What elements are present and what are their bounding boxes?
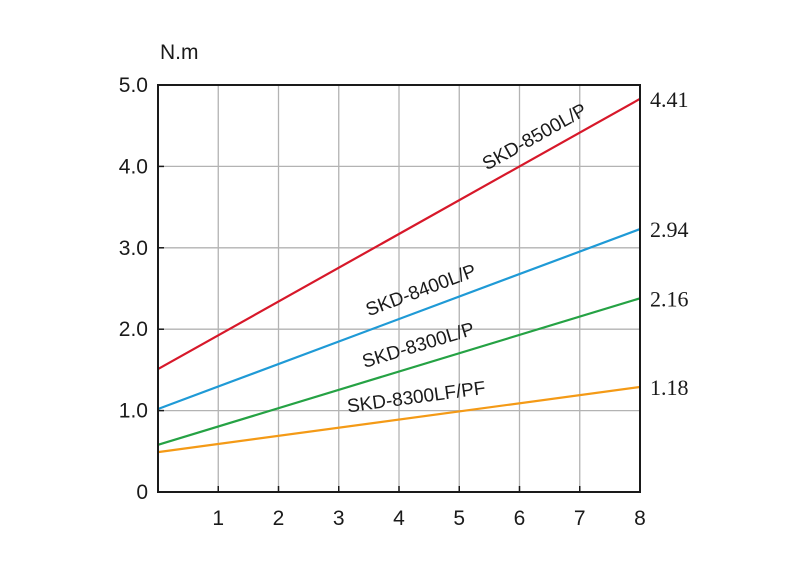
- x-tick-label: 8: [634, 507, 646, 530]
- x-tick-label: 4: [393, 507, 405, 530]
- series-line-4: [157, 385, 641, 454]
- x-tick-label: 7: [574, 507, 586, 530]
- y-tick-label: 3.0: [119, 237, 148, 260]
- x-tick-label: 1: [212, 507, 224, 530]
- series-line-1: [157, 97, 641, 371]
- series-end-value: 2.94: [650, 217, 689, 242]
- x-tick-label: 3: [333, 507, 345, 530]
- x-tick-label: 2: [273, 507, 285, 530]
- series-end-value: 1.18: [650, 375, 689, 400]
- series-line-3: [157, 297, 641, 446]
- series-end-value: 2.16: [650, 286, 689, 311]
- axis-ticks: 1 2 3 4 5 6 7 8 0 1.0 2.0 3.0 4.0 5.0: [119, 74, 646, 530]
- grid: [158, 85, 640, 492]
- series-lines: [157, 97, 641, 454]
- y-tick-label: 4.0: [119, 155, 148, 178]
- y-tick-label: 1.0: [119, 400, 148, 423]
- y-tick-label: 2.0: [119, 318, 148, 341]
- x-tick-label: 5: [453, 507, 465, 530]
- y-tick-label: 0: [136, 481, 148, 504]
- y-tick-label: 5.0: [119, 74, 148, 97]
- series-name-label: SKD-8500L/P: [479, 100, 591, 175]
- series-name-label: SKD-8400L/P: [363, 261, 479, 321]
- series-line-2: [157, 228, 641, 411]
- y-axis-unit: N.m: [160, 41, 199, 64]
- series-end-value: 4.41: [650, 87, 689, 112]
- x-tick-label: 6: [514, 507, 526, 530]
